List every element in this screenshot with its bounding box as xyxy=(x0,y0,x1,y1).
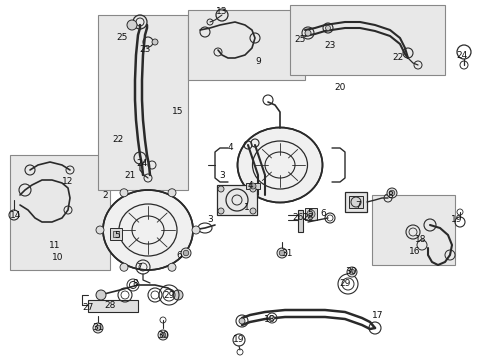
Circle shape xyxy=(218,186,224,192)
Circle shape xyxy=(325,26,330,31)
Bar xyxy=(245,183,260,189)
Text: 15: 15 xyxy=(172,108,183,117)
Text: 6: 6 xyxy=(320,210,325,219)
Text: 16: 16 xyxy=(408,248,420,256)
Circle shape xyxy=(276,248,286,258)
Text: 9: 9 xyxy=(255,58,260,67)
Bar xyxy=(371,195,454,265)
Circle shape xyxy=(239,318,244,324)
Text: 21: 21 xyxy=(124,171,135,180)
Text: 23: 23 xyxy=(139,45,150,54)
Bar xyxy=(88,300,138,312)
Bar xyxy=(10,155,110,270)
Text: 7: 7 xyxy=(136,264,142,273)
Circle shape xyxy=(160,332,165,338)
Bar xyxy=(187,10,305,80)
Text: 29: 29 xyxy=(339,279,350,288)
Text: 23: 23 xyxy=(324,40,335,49)
Circle shape xyxy=(306,210,314,218)
Bar xyxy=(110,228,122,240)
Text: 18: 18 xyxy=(264,315,275,324)
Text: 22: 22 xyxy=(391,54,403,63)
Text: 28: 28 xyxy=(302,213,313,222)
Text: 19: 19 xyxy=(450,216,462,225)
Text: 29: 29 xyxy=(163,291,174,300)
Circle shape xyxy=(120,263,128,271)
Text: 2: 2 xyxy=(102,192,107,201)
Ellipse shape xyxy=(237,127,322,202)
Text: 19: 19 xyxy=(233,336,244,345)
Circle shape xyxy=(249,186,256,192)
Text: 25: 25 xyxy=(116,33,127,42)
Text: 3: 3 xyxy=(219,171,224,180)
Circle shape xyxy=(249,183,256,189)
Text: 26: 26 xyxy=(292,213,303,222)
Text: 18: 18 xyxy=(414,235,426,244)
Circle shape xyxy=(93,323,103,333)
Text: 6: 6 xyxy=(176,251,182,260)
Circle shape xyxy=(218,208,224,214)
Bar xyxy=(217,185,257,215)
Text: 7: 7 xyxy=(354,201,360,210)
Circle shape xyxy=(95,325,101,331)
Text: 8: 8 xyxy=(386,192,392,201)
Circle shape xyxy=(386,188,396,198)
Circle shape xyxy=(168,189,176,197)
Circle shape xyxy=(127,20,137,30)
Circle shape xyxy=(249,208,256,214)
Circle shape xyxy=(305,30,310,36)
Ellipse shape xyxy=(103,190,193,270)
Text: 22: 22 xyxy=(112,135,123,144)
Circle shape xyxy=(173,290,183,300)
Text: 24: 24 xyxy=(455,50,467,59)
Circle shape xyxy=(346,267,356,277)
Circle shape xyxy=(192,226,200,234)
Circle shape xyxy=(279,250,284,256)
Text: 14: 14 xyxy=(10,211,21,220)
Bar xyxy=(289,5,444,75)
Bar xyxy=(348,196,362,208)
Text: 12: 12 xyxy=(62,177,74,186)
Circle shape xyxy=(269,315,274,320)
Text: 13: 13 xyxy=(216,8,227,17)
Circle shape xyxy=(96,290,106,300)
Circle shape xyxy=(388,190,394,196)
Text: 10: 10 xyxy=(52,253,63,262)
Text: 20: 20 xyxy=(334,84,345,93)
Bar xyxy=(297,210,303,232)
Text: 11: 11 xyxy=(49,242,61,251)
Text: 31: 31 xyxy=(281,249,292,258)
Bar xyxy=(113,231,119,237)
Text: 5: 5 xyxy=(114,231,120,240)
Bar xyxy=(345,192,366,212)
Circle shape xyxy=(168,263,176,271)
Text: 25: 25 xyxy=(294,36,305,45)
Text: 5: 5 xyxy=(306,210,312,219)
Circle shape xyxy=(348,269,354,275)
Text: 31: 31 xyxy=(92,324,103,333)
Text: 27: 27 xyxy=(82,303,94,312)
Text: 8: 8 xyxy=(132,279,138,288)
Circle shape xyxy=(120,189,128,197)
Bar xyxy=(98,15,187,190)
Bar xyxy=(305,208,316,220)
Text: 4: 4 xyxy=(246,180,252,189)
Circle shape xyxy=(181,248,191,258)
Text: 17: 17 xyxy=(371,311,383,320)
Text: 4: 4 xyxy=(227,144,232,153)
Text: 30: 30 xyxy=(345,267,356,276)
Circle shape xyxy=(96,226,104,234)
Text: 3: 3 xyxy=(207,216,212,225)
Text: 28: 28 xyxy=(104,302,116,310)
Circle shape xyxy=(158,330,168,340)
Circle shape xyxy=(152,39,158,45)
Text: 1: 1 xyxy=(244,202,249,211)
Circle shape xyxy=(183,250,188,256)
Text: 24: 24 xyxy=(136,158,147,167)
Text: 30: 30 xyxy=(157,330,168,339)
